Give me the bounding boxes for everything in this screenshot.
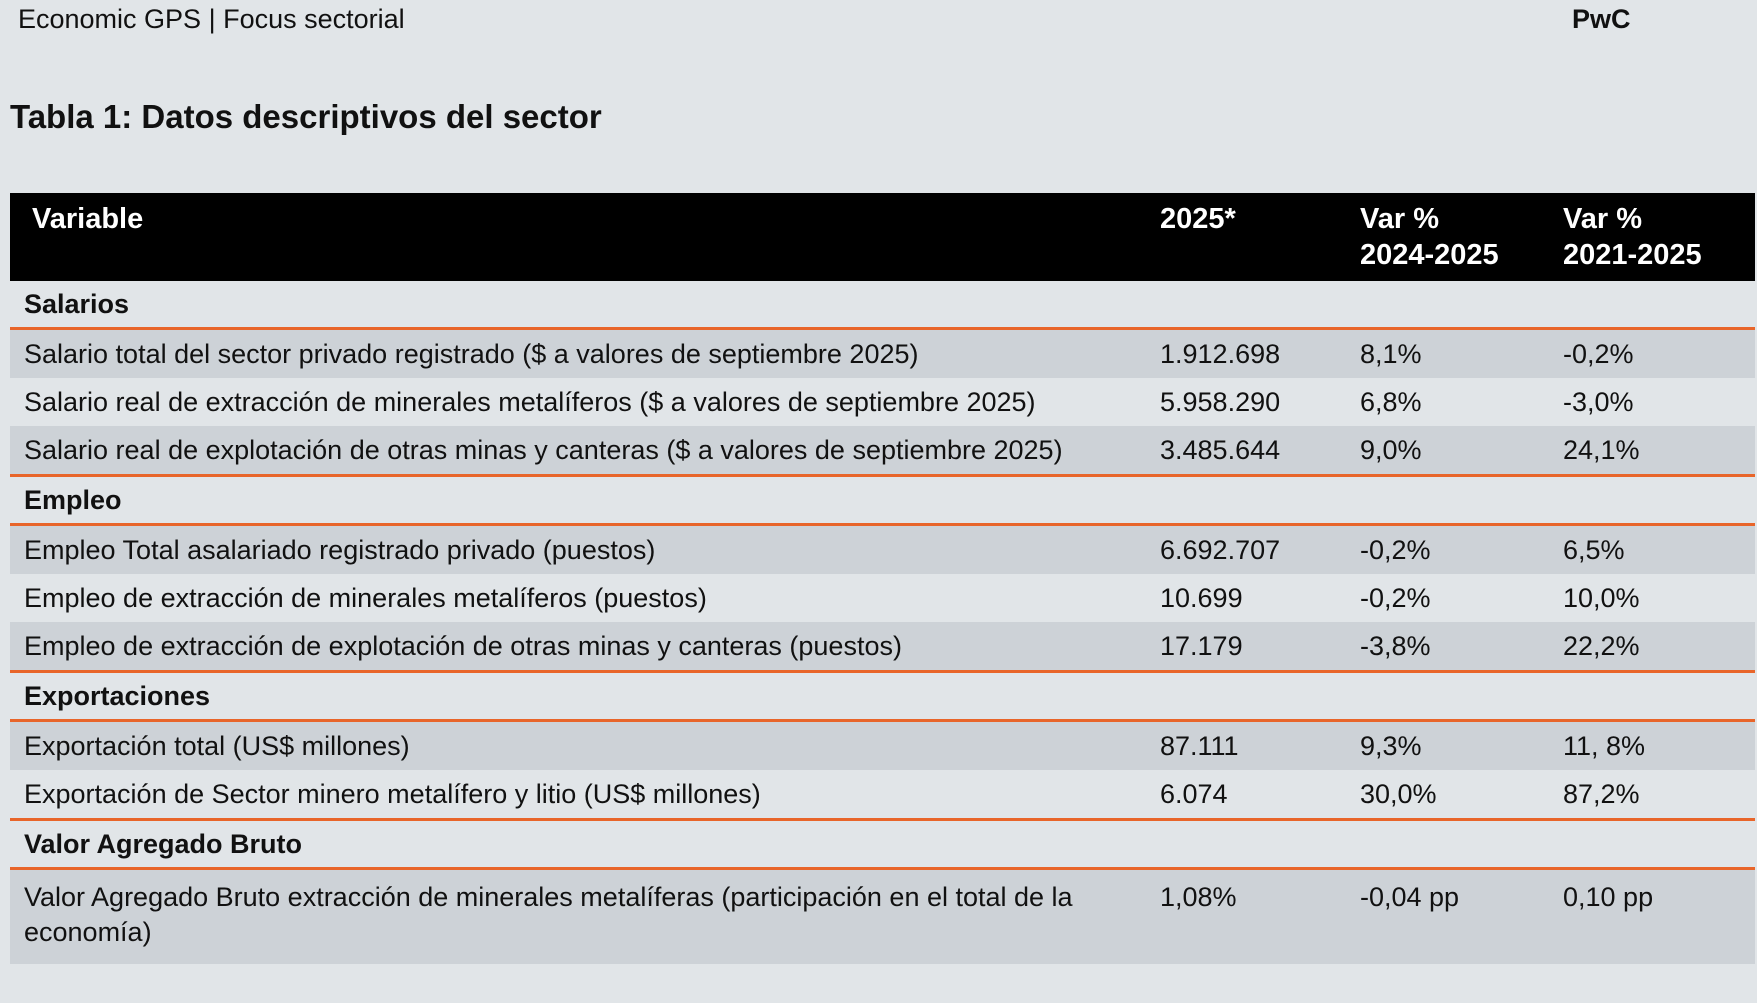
table-row: Empleo de extracción de minerales metalí…	[10, 574, 1755, 622]
table-row: Salario total del sector privado registr…	[10, 328, 1755, 378]
var-2021-2025-cell: 10,0%	[1563, 574, 1755, 622]
var-2021-2025-cell: 6,5%	[1563, 524, 1755, 574]
value-2025-cell: 10.699	[1160, 574, 1360, 622]
section-row: Valor Agregado Bruto	[10, 819, 1755, 870]
column-header: Variable	[10, 193, 1160, 281]
variable-cell: Valor Agregado Bruto extracción de miner…	[10, 868, 1160, 964]
var-2024-2025-cell: 6,8%	[1360, 378, 1563, 426]
sector-data-table: Variable 2025* Var % 2024-2025 Var % 2021-2…	[10, 193, 1755, 964]
column-header: Var % 2021-2025	[1563, 193, 1755, 281]
section-row: Empleo	[10, 475, 1755, 526]
brand-name: PwC	[1572, 4, 1631, 34]
variable-cell: Exportación total (US$ millones)	[10, 720, 1160, 770]
column-header: Var % 2024-2025	[1360, 193, 1563, 281]
report-header: Economic GPS | Focus sectorial	[18, 4, 405, 34]
table-header-row: Variable 2025* Var % 2024-2025 Var % 2021-2…	[10, 193, 1755, 281]
section-title: Empleo	[10, 475, 1755, 526]
value-2025-cell: 1,08%	[1160, 868, 1360, 964]
section-title: Exportaciones	[10, 671, 1755, 722]
variable-cell: Salario real de explotación de otras min…	[10, 426, 1160, 477]
var-2024-2025-cell: 30,0%	[1360, 770, 1563, 821]
var-2021-2025-cell: 22,2%	[1563, 622, 1755, 673]
var-2024-2025-cell: -0,2%	[1360, 574, 1563, 622]
var-2024-2025-cell: 9,3%	[1360, 720, 1563, 770]
column-header: 2025*	[1160, 193, 1360, 281]
value-2025-cell: 1.912.698	[1160, 328, 1360, 378]
var-2021-2025-cell: 11, 8%	[1563, 720, 1755, 770]
section-row: Exportaciones	[10, 671, 1755, 722]
table-title: Tabla 1: Datos descriptivos del sector	[10, 98, 602, 135]
var-2024-2025-cell: -0,2%	[1360, 524, 1563, 574]
variable-cell: Salario total del sector privado registr…	[10, 328, 1160, 378]
table-row: Exportación de Sector minero metalífero …	[10, 770, 1755, 821]
value-2025-cell: 3.485.644	[1160, 426, 1360, 477]
section-row: Salarios	[10, 281, 1755, 330]
value-2025-cell: 6.074	[1160, 770, 1360, 821]
variable-cell: Exportación de Sector minero metalífero …	[10, 770, 1160, 821]
value-2025-cell: 5.958.290	[1160, 378, 1360, 426]
var-2021-2025-cell: -3,0%	[1563, 378, 1755, 426]
var-2021-2025-cell: -0,2%	[1563, 328, 1755, 378]
variable-cell: Salario real de extracción de minerales …	[10, 378, 1160, 426]
var-2024-2025-cell: -0,04 pp	[1360, 868, 1563, 964]
var-2021-2025-cell: 0,10 pp	[1563, 868, 1755, 964]
var-2021-2025-cell: 24,1%	[1563, 426, 1755, 477]
value-2025-cell: 17.179	[1160, 622, 1360, 673]
table-row: Empleo Total asalariado registrado priva…	[10, 524, 1755, 574]
variable-cell: Empleo Total asalariado registrado priva…	[10, 524, 1160, 574]
section-title: Salarios	[10, 281, 1755, 330]
table-row: Salario real de extracción de minerales …	[10, 378, 1755, 426]
table-row: Exportación total (US$ millones) 87.111 9,…	[10, 720, 1755, 770]
value-2025-cell: 6.692.707	[1160, 524, 1360, 574]
variable-cell: Empleo de extracción de explotación de o…	[10, 622, 1160, 673]
table-row: Valor Agregado Bruto extracción de miner…	[10, 868, 1755, 964]
section-title: Valor Agregado Bruto	[10, 819, 1755, 870]
table-row: Empleo de extracción de explotación de o…	[10, 622, 1755, 673]
value-2025-cell: 87.111	[1160, 720, 1360, 770]
variable-cell: Empleo de extracción de minerales metalí…	[10, 574, 1160, 622]
var-2024-2025-cell: 8,1%	[1360, 328, 1563, 378]
var-2024-2025-cell: 9,0%	[1360, 426, 1563, 477]
var-2021-2025-cell: 87,2%	[1563, 770, 1755, 821]
table-row: Salario real de explotación de otras min…	[10, 426, 1755, 477]
var-2024-2025-cell: -3,8%	[1360, 622, 1563, 673]
